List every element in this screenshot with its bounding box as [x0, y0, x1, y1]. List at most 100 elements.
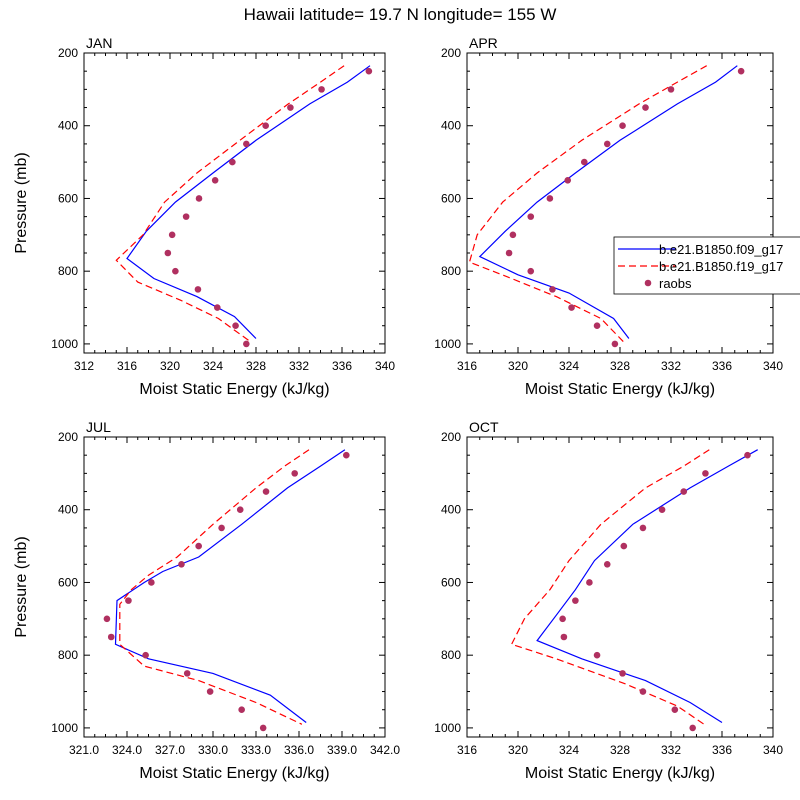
- raobs-point: [238, 706, 245, 714]
- raobs-point: [229, 158, 236, 166]
- legend-label: b.e21.B1850.f09_g17: [659, 242, 783, 257]
- raobs-point: [620, 542, 628, 550]
- raobs-point: [148, 579, 155, 586]
- y-axis-label: Pressure (mb): [13, 536, 30, 637]
- raobs-point: [680, 488, 688, 495]
- raobs-point: [243, 340, 250, 348]
- raobs-point: [737, 67, 745, 75]
- y-tick-label: 400: [441, 503, 461, 517]
- x-tick-label: 320: [508, 743, 528, 757]
- raobs-point: [564, 176, 572, 184]
- series-line-f19: [115, 65, 345, 341]
- series-line-f19: [119, 449, 310, 725]
- y-tick-label: 600: [441, 191, 461, 205]
- raobs-point: [505, 249, 513, 257]
- plot-frame: [83, 52, 386, 354]
- panel-apr: 316 320 324 328 332 336 340 200 400 600 800 1000 APR…: [434, 35, 783, 398]
- y-tick-label: 200: [58, 430, 78, 444]
- raobs-point: [259, 724, 267, 732]
- x-tick-label: 328: [610, 359, 630, 373]
- x-axis-label: Moist Static Energy (kJ/kg): [139, 381, 329, 398]
- raobs-point: [178, 560, 185, 568]
- x-axis-label: Moist Static Energy (kJ/kg): [139, 765, 329, 782]
- plot-area: [510, 449, 758, 732]
- legend-label: b.e21.B1850.f19_g17: [659, 259, 783, 274]
- x-tick-label: 328: [246, 359, 266, 373]
- x-tick-label: 330.0: [198, 743, 228, 757]
- x-tick-label: 333.0: [241, 743, 271, 757]
- raobs-point: [527, 213, 535, 220]
- x-tick-label: 324: [203, 359, 223, 373]
- raobs-point: [744, 451, 751, 459]
- raobs-point: [218, 524, 225, 532]
- x-tick-label: 340: [763, 359, 783, 373]
- y-axis-label: Pressure (mb): [13, 152, 30, 253]
- x-tick-label: 340: [375, 359, 395, 373]
- raobs-point: [619, 122, 626, 130]
- legend-marker: [644, 279, 652, 287]
- raobs-point: [107, 633, 115, 641]
- panel-label: JAN: [86, 35, 112, 51]
- y-tick-label: 400: [58, 503, 78, 517]
- raobs-point: [560, 633, 568, 641]
- x-tick-label: 324.0: [112, 743, 142, 757]
- x-tick-label: 332: [661, 359, 681, 373]
- y-tick-label: 1000: [51, 721, 78, 735]
- y-tick-label: 800: [58, 648, 78, 662]
- x-tick-label: 336.0: [284, 743, 314, 757]
- y-tick-label: 1000: [51, 337, 78, 351]
- series-line-f09: [126, 65, 371, 339]
- raobs-point: [125, 597, 132, 604]
- x-tick-label: 328: [610, 743, 630, 757]
- x-tick-label: 324: [559, 359, 579, 373]
- raobs-point: [639, 524, 647, 532]
- y-tick-label: 200: [58, 46, 78, 60]
- raobs-point: [262, 122, 269, 130]
- plot-frame: [466, 52, 774, 354]
- raobs-point: [195, 195, 203, 202]
- raobs-point: [164, 249, 172, 257]
- plot-area: [115, 65, 373, 348]
- raobs-point: [619, 670, 626, 677]
- raobs-point: [702, 470, 709, 477]
- x-axis-label: Moist Static Energy (kJ/kg): [525, 381, 715, 398]
- raobs-point: [546, 195, 554, 202]
- y-tick-label: 600: [58, 191, 78, 205]
- y-tick-label: 1000: [434, 721, 461, 735]
- raobs-point: [262, 488, 270, 495]
- raobs-point: [194, 286, 202, 293]
- raobs-point: [232, 322, 239, 330]
- raobs-point: [572, 597, 579, 604]
- raobs-point: [509, 231, 517, 239]
- plot-area: [103, 449, 350, 732]
- series-line-f09: [478, 65, 738, 339]
- plot-frame: [466, 436, 774, 738]
- series-line-f09: [114, 449, 346, 723]
- y-tick-label: 1000: [434, 337, 461, 351]
- raobs-point: [291, 470, 299, 477]
- raobs-point: [168, 231, 176, 239]
- raobs-point: [689, 724, 696, 732]
- raobs-point: [172, 267, 179, 275]
- raobs-point: [559, 615, 566, 623]
- x-tick-label: 339.0: [327, 743, 357, 757]
- x-tick-label: 340: [763, 743, 783, 757]
- x-tick-label: 320: [160, 359, 180, 373]
- x-tick-label: 342.0: [370, 743, 400, 757]
- raobs-point: [287, 104, 294, 111]
- raobs-point: [593, 651, 601, 659]
- panel-label: JUL: [86, 419, 111, 435]
- raobs-point: [568, 304, 575, 311]
- panel-oct: 316 320 324 328 332 336 340 200 400 600 800 1000 OCT…: [434, 419, 783, 782]
- panel-jul: 321.0 324.0 327.0 330.0 333.0 336.0 339.0 342.0…: [13, 419, 400, 782]
- y-tick-label: 800: [58, 264, 78, 278]
- x-tick-label: 324: [559, 743, 579, 757]
- x-tick-label: 312: [74, 359, 94, 373]
- raobs-point: [671, 706, 679, 714]
- raobs-point: [343, 451, 350, 459]
- x-tick-label: 336: [332, 359, 352, 373]
- x-axis-label: Moist Static Energy (kJ/kg): [525, 765, 715, 782]
- x-tick-label: 316: [457, 359, 477, 373]
- x-tick-label: 316: [117, 359, 137, 373]
